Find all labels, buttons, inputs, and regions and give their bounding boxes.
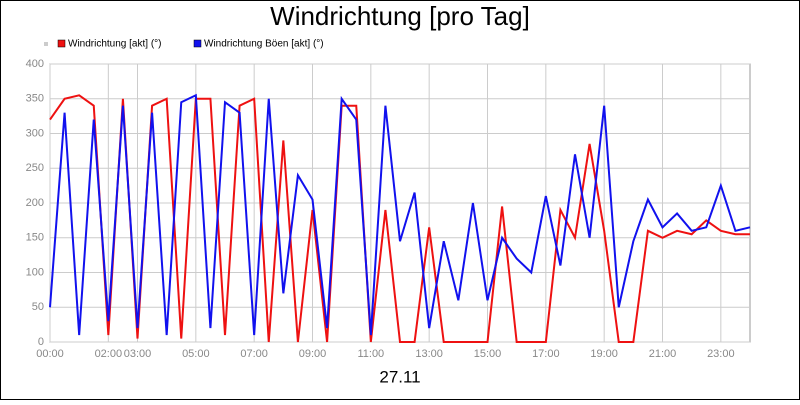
legend-swatch — [57, 39, 66, 48]
x-tick-label: 05:00 — [182, 348, 210, 360]
x-tick-label: 13:00 — [415, 348, 443, 360]
x-tick-label: 11:00 — [357, 348, 384, 360]
y-tick-label: 400 — [26, 58, 44, 70]
y-tick-label: 200 — [26, 197, 44, 209]
x-tick-label: 02:00 — [95, 348, 123, 360]
y-tick-label: 50 — [32, 301, 44, 313]
x-tick-label: 07:00 — [240, 348, 268, 360]
x-axis-label: 27.11 — [379, 367, 420, 386]
y-tick-label: 0 — [38, 336, 44, 348]
series-line — [49, 94, 750, 343]
chart-title: Windrichtung [pro Tag] — [270, 1, 530, 31]
legend-swatch — [193, 39, 202, 48]
y-tick-label: 250 — [26, 162, 44, 174]
legend-marker — [44, 42, 48, 46]
legend-label: Windrichtung [akt] (°) — [68, 39, 161, 50]
legend-label: Windrichtung Böen [akt] (°) — [204, 39, 324, 50]
x-tick-label: 09:00 — [299, 348, 327, 360]
x-tick-label: 15:00 — [474, 348, 502, 360]
y-tick-label: 150 — [26, 232, 44, 244]
x-tick-label: 03:00 — [124, 348, 152, 360]
y-tick-label: 350 — [26, 93, 44, 105]
y-tick-label: 300 — [26, 127, 44, 139]
series-line — [49, 93, 751, 336]
x-tick-label: 23:00 — [707, 348, 735, 360]
x-tick-label: 17:00 — [532, 348, 560, 360]
x-tick-label: 00:00 — [36, 348, 64, 360]
y-tick-label: 100 — [26, 266, 44, 278]
x-tick-label: 21:00 — [649, 348, 677, 360]
x-tick-label: 19:00 — [590, 348, 618, 360]
